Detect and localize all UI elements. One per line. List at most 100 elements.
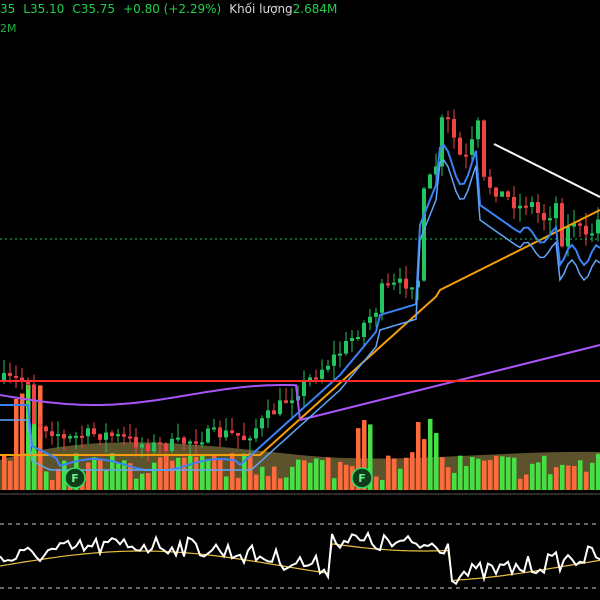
candle-body xyxy=(56,434,60,437)
candle-body xyxy=(14,375,18,378)
candle-body xyxy=(572,223,576,227)
candle-body xyxy=(128,436,132,439)
candle-body xyxy=(398,278,402,283)
volume-bar xyxy=(572,466,577,490)
volume-scale-label: 2M xyxy=(0,22,17,35)
candle-body xyxy=(44,426,48,432)
candle-body xyxy=(116,434,120,437)
candle-body xyxy=(404,278,408,289)
volume-bar xyxy=(560,464,565,490)
volume-bar xyxy=(134,478,139,490)
volume-bar xyxy=(524,474,529,490)
volume-bar xyxy=(110,453,115,490)
volume-bar xyxy=(170,460,175,490)
volume-bar xyxy=(488,460,493,490)
volume-bar xyxy=(494,455,499,490)
volume-bar xyxy=(536,462,541,490)
volume-bar xyxy=(542,455,547,490)
candle-body xyxy=(446,117,450,120)
candle-body xyxy=(374,312,378,317)
candle-body xyxy=(590,233,594,236)
oscillator-line xyxy=(0,530,600,586)
volume-bar xyxy=(332,478,337,490)
volume-bar xyxy=(212,455,217,490)
volume-bar xyxy=(32,400,37,490)
candle-body xyxy=(434,166,438,175)
candle-body xyxy=(542,212,546,221)
ma-purple-line xyxy=(0,344,600,422)
volume-bar xyxy=(422,439,427,490)
candle-body xyxy=(584,225,588,235)
candle-body xyxy=(578,223,582,226)
volume-bar xyxy=(548,474,553,490)
volume-bar xyxy=(578,460,583,490)
candle-body xyxy=(260,418,264,429)
candle-body xyxy=(206,428,210,443)
candle-body xyxy=(74,435,78,438)
candle-body xyxy=(320,369,324,379)
open-value-fragment: 35 xyxy=(0,2,16,16)
candle-body xyxy=(62,434,66,439)
volume-bar xyxy=(152,462,157,490)
candle-body xyxy=(266,410,270,419)
candle-body xyxy=(230,430,234,433)
volume-bar xyxy=(584,471,589,490)
volume-label: Khối lượng2.684M xyxy=(229,2,338,16)
volume-bar xyxy=(596,453,600,490)
volume-bar xyxy=(308,462,313,490)
volume-bar xyxy=(242,453,247,490)
volume-bar xyxy=(482,460,487,490)
change-value: +0.80 (+2.29%) xyxy=(123,2,222,16)
candle-body xyxy=(224,430,228,438)
candle-body xyxy=(254,428,258,439)
volume-bar xyxy=(368,424,373,490)
volume-bar xyxy=(176,457,181,490)
candle-body xyxy=(218,427,222,438)
marker-letter: F xyxy=(358,472,366,485)
candle-body xyxy=(290,400,294,404)
volume-bar xyxy=(272,466,277,490)
candle-body xyxy=(530,202,534,207)
candle-body xyxy=(152,442,156,452)
volume-bar xyxy=(8,460,13,490)
volume-bar xyxy=(290,466,295,490)
candle-body xyxy=(482,120,486,177)
volume-bar xyxy=(284,477,289,490)
volume-bar xyxy=(248,453,253,490)
candle-body xyxy=(566,226,570,247)
close-value: C35.75 xyxy=(72,2,116,16)
candle-body xyxy=(314,377,318,380)
candle-body xyxy=(488,176,492,188)
candle-body xyxy=(524,205,528,208)
volume-bar xyxy=(476,458,481,490)
candle-body xyxy=(272,410,276,415)
volume-bar xyxy=(506,457,511,490)
candle-body xyxy=(356,337,360,340)
candle-body xyxy=(32,384,36,424)
volume-bar xyxy=(458,455,463,490)
volume-bar xyxy=(554,467,559,490)
volume-bar xyxy=(224,476,229,490)
volume-bar xyxy=(446,467,451,490)
candle-body xyxy=(200,442,204,445)
candle-body xyxy=(440,117,444,167)
candle-body xyxy=(326,365,330,370)
candle-body xyxy=(50,431,54,436)
marker-badge xyxy=(64,467,86,489)
candle-body xyxy=(8,373,12,376)
candle-body xyxy=(458,137,462,155)
volume-bar xyxy=(410,452,415,490)
volume-bar xyxy=(128,463,133,490)
candle-body xyxy=(410,287,414,290)
oscillator-signal-line xyxy=(0,543,600,581)
volume-bar xyxy=(530,463,535,490)
volume-bar xyxy=(296,459,301,490)
volume-bar xyxy=(92,457,97,490)
marker-badge xyxy=(351,467,373,489)
low-value: L35.10 xyxy=(23,2,65,16)
candle-body xyxy=(452,118,456,138)
volume-bar xyxy=(164,454,169,490)
volume-bar xyxy=(260,466,265,490)
